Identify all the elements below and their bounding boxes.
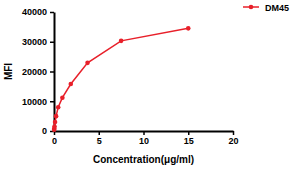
x-tick-mark	[99, 131, 101, 135]
series-marker	[60, 95, 65, 100]
y-tick-label: 0	[42, 126, 47, 136]
x-tick: 5	[97, 131, 102, 146]
x-tick-mark	[143, 131, 145, 135]
series-marker	[85, 61, 90, 66]
legend: DM45	[243, 3, 289, 13]
x-axis-title: Concentration(μg/ml)	[93, 154, 194, 165]
x-tick-label: 15	[184, 136, 194, 146]
y-tick: 10000	[22, 97, 54, 107]
series-marker	[56, 105, 61, 110]
y-tick-label: 20000	[22, 67, 47, 77]
series-marker	[186, 26, 191, 31]
x-tick-label: 0	[52, 136, 57, 146]
y-tick-mark	[50, 101, 54, 103]
legend-label: DM45	[265, 3, 289, 13]
x-tick-mark	[233, 131, 235, 135]
y-tick: 40000	[22, 7, 54, 17]
x-tick-label: 5	[97, 136, 102, 146]
chart: 0 5 10 15 20 0 10000 20000 30000 40000 Concentrati…	[0, 0, 300, 169]
y-tick: 30000	[22, 37, 54, 47]
x-tick-label: 20	[228, 136, 238, 146]
y-axis: 0 10000 20000 30000 40000	[22, 7, 55, 136]
y-tick-label: 30000	[22, 37, 47, 47]
series-line	[54, 28, 188, 129]
x-tick: 20	[228, 131, 238, 146]
data-layer	[52, 26, 191, 132]
x-tick-label: 10	[139, 136, 149, 146]
y-tick-mark	[50, 42, 54, 44]
y-tick-mark	[50, 71, 54, 73]
series-marker	[53, 120, 58, 125]
plot-area: 0 5 10 15 20 0 10000 20000 30000 40000	[22, 7, 239, 146]
x-axis: 0 5 10 15 20	[52, 131, 239, 146]
series-marker	[52, 124, 57, 129]
legend-marker	[249, 5, 254, 10]
x-tick-mark	[188, 131, 190, 135]
x-tick: 0	[52, 131, 57, 146]
series-marker	[68, 82, 73, 87]
y-axis-title: MFI	[3, 63, 14, 80]
x-tick: 10	[139, 131, 149, 146]
y-tick-label: 40000	[22, 7, 47, 17]
x-tick: 15	[184, 131, 194, 146]
series-marker	[119, 39, 124, 44]
y-tick: 20000	[22, 67, 54, 77]
y-tick-label: 10000	[22, 97, 47, 107]
y-tick-mark	[50, 12, 54, 14]
series-marker	[54, 114, 59, 119]
